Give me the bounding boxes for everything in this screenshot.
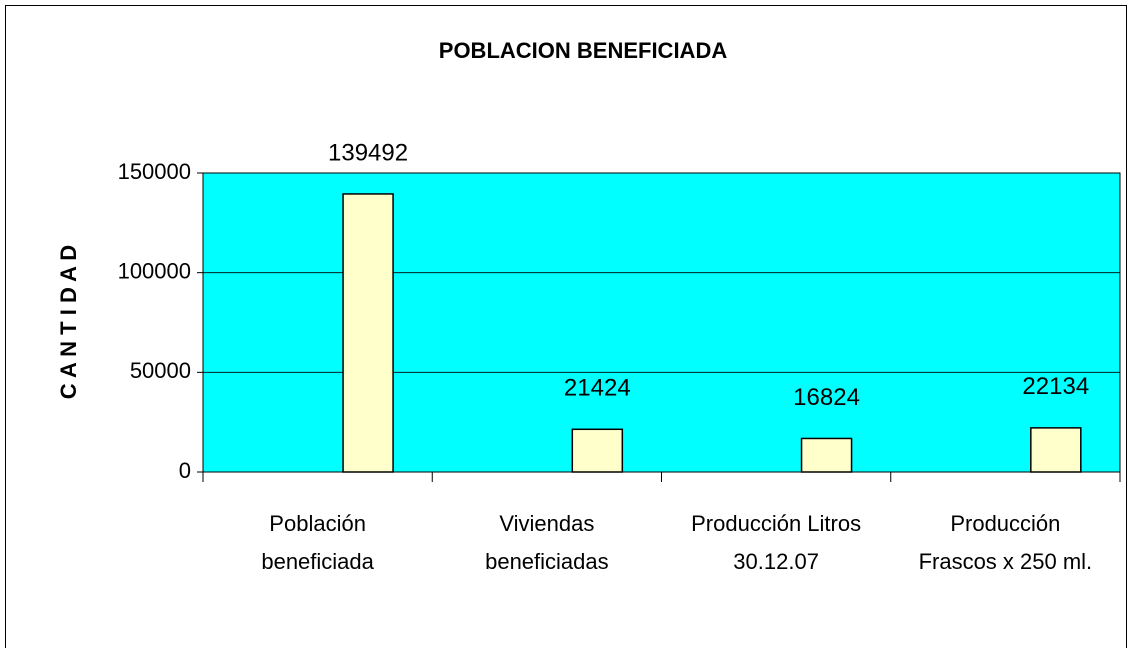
y-tick-label: 150000 (118, 159, 191, 184)
data-label: 16824 (793, 384, 860, 411)
data-label: 139492 (328, 139, 408, 166)
plot-area (202, 172, 1121, 473)
data-label: 22134 (1022, 373, 1089, 400)
bar (571, 428, 624, 473)
data-label: 21424 (564, 375, 631, 402)
y-axis-label: C A N T I D A D (56, 245, 81, 399)
x-tick-label: Producción Litros 30.12.07 (691, 511, 862, 574)
y-tick-label: 100000 (118, 258, 191, 283)
y-tick-label: 0 (179, 458, 191, 483)
bar (342, 193, 394, 473)
bar (1030, 427, 1082, 473)
x-tick-label: Población beneficiada (261, 511, 374, 574)
x-tick-label: Producción Frascos x 250 ml. (918, 511, 1093, 574)
x-tick-label: Viviendas beneficiadas (485, 511, 609, 574)
y-tick-label: 50000 (130, 358, 191, 383)
chart-title: POBLACION BENEFICIADA (439, 38, 728, 63)
bar (800, 437, 853, 473)
